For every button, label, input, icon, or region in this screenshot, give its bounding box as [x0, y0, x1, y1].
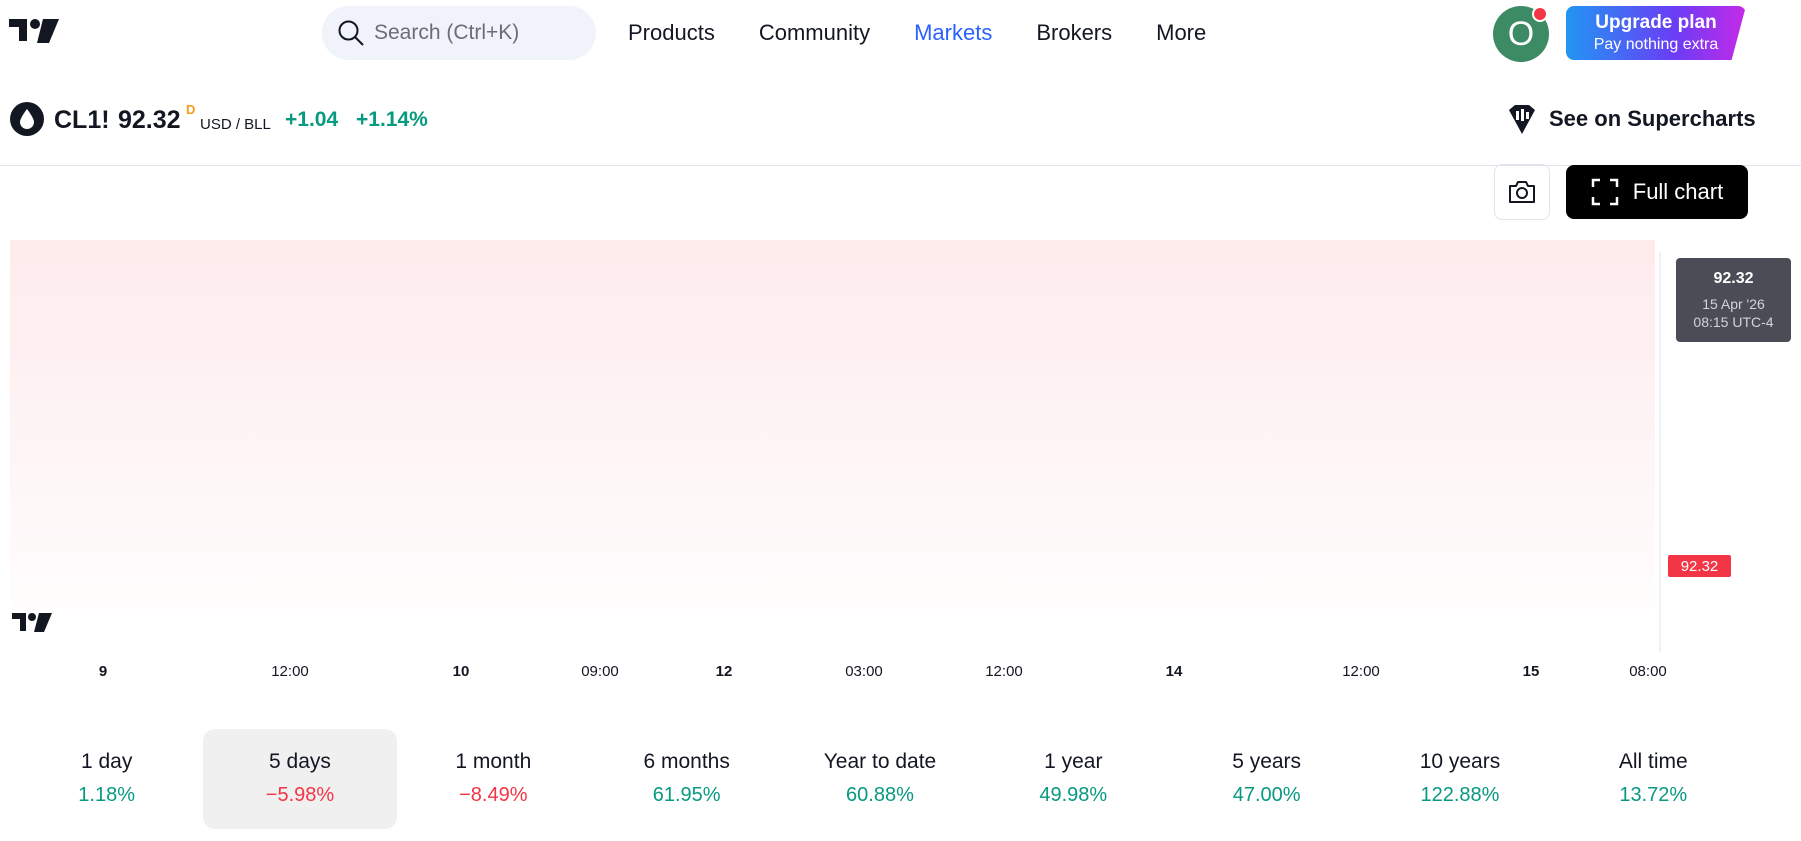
header-divider	[0, 165, 1801, 166]
period-tab[interactable]: 1 month −8.49%	[397, 729, 590, 829]
nav-more[interactable]: More	[1156, 20, 1207, 45]
period-label: 6 months	[643, 750, 730, 773]
camera-icon	[1509, 181, 1535, 203]
nav-community[interactable]: Community	[758, 20, 871, 45]
symbol-currency: USD / BLL	[200, 116, 271, 133]
crosshair-tooltip: 92.32 15 Apr '26 08:15 UTC-4	[1676, 258, 1791, 342]
period-change: 61.95%	[652, 784, 721, 806]
period-label: All time	[1618, 750, 1688, 773]
main-nav: Products Community Markets Brokers More	[628, 0, 1206, 66]
period-label: 10 years	[1419, 750, 1501, 773]
time-tick-label: 12:00	[1342, 663, 1380, 680]
period-label: 1 month	[455, 750, 532, 773]
period-label: 1 year	[1044, 750, 1103, 773]
time-tick-label: 03:00	[845, 663, 883, 680]
time-axis: 9 12:00 10 09:00 12 03:00 12:00 14 12:00 15 08:00	[99, 663, 1667, 680]
nav-markets[interactable]: Markets	[914, 20, 993, 45]
period-change: 122.88%	[1420, 784, 1500, 806]
full-chart-label: Full chart	[1632, 179, 1724, 204]
nav-brokers[interactable]: Brokers	[1036, 20, 1113, 45]
see-on-supercharts-link[interactable]: See on Supercharts	[1505, 102, 1756, 136]
period-label: Year to date	[823, 750, 937, 773]
time-tick-label: 08:00	[1629, 663, 1667, 680]
chart-watermark-logo	[12, 613, 52, 632]
upgrade-subtitle: Pay nothing extra	[1593, 36, 1719, 53]
symbol-change: +1.04	[285, 108, 339, 131]
period-tab[interactable]: 5 days −5.98%	[203, 729, 397, 829]
time-tick-label: 09:00	[581, 663, 619, 680]
period-change: −5.98%	[265, 784, 335, 806]
symbol-header: CL1! 92.32 D USD / BLL +1.04 +1.14% See …	[0, 88, 1801, 154]
period-selector: 1 day 1.18% 5 days −5.98% 1 month −8.49% 6 mon…	[10, 729, 1750, 829]
time-tick-label: 12:00	[985, 663, 1023, 680]
period-change: −8.49%	[459, 784, 528, 806]
tooltip-price: 92.32	[1713, 270, 1754, 287]
period-change: 1.18%	[78, 784, 136, 806]
tooltip-time: 08:15 UTC-4	[1693, 314, 1774, 330]
tooltip-date: 15 Apr '26	[1702, 296, 1765, 312]
oil-drop-icon	[10, 102, 44, 136]
time-tick-label: 14	[1166, 663, 1183, 680]
period-tab[interactable]: Year to date 60.88%	[783, 729, 976, 829]
fullscreen-icon	[1591, 178, 1618, 206]
supercharts-label: See on Supercharts	[1549, 106, 1756, 131]
time-tick-label: 9	[99, 663, 107, 680]
upgrade-plan-button[interactable]: Upgrade plan Pay nothing extra	[1566, 6, 1746, 60]
period-tab[interactable]: 1 year 49.98%	[977, 729, 1170, 829]
symbol-price: 92.32	[118, 106, 181, 134]
upgrade-title: Upgrade plan	[1595, 12, 1717, 33]
period-tab[interactable]: 10 years 122.88%	[1363, 729, 1556, 829]
period-change: 60.88%	[846, 784, 914, 806]
symbol-change-percent: +1.14%	[356, 108, 428, 131]
period-change: 47.00%	[1232, 784, 1301, 806]
price-area	[10, 240, 1655, 652]
top-nav: Search (Ctrl+K) Products Community Marke…	[0, 0, 1801, 66]
time-tick-label: 10	[453, 663, 470, 680]
last-price-label: 92.32	[1668, 555, 1731, 577]
full-chart-button[interactable]: Full chart	[1566, 165, 1748, 219]
period-tab[interactable]: 6 months 61.95%	[590, 729, 783, 829]
time-tick-label: 15	[1523, 663, 1540, 680]
nav-products[interactable]: Products	[628, 20, 715, 45]
search-placeholder: Search (Ctrl+K)	[374, 21, 520, 44]
notification-dot	[1532, 6, 1548, 22]
period-tab[interactable]: 1 day 1.18%	[10, 729, 203, 829]
period-change: 49.98%	[1039, 784, 1108, 806]
time-tick-label: 12:00	[271, 663, 309, 680]
delayed-indicator: D	[186, 102, 196, 117]
period-label: 5 years	[1232, 750, 1302, 773]
snapshot-button[interactable]	[1494, 164, 1550, 220]
period-label: 5 days	[269, 750, 331, 773]
period-tab[interactable]: All time 13.72%	[1557, 729, 1750, 829]
time-tick-label: 12	[716, 663, 733, 680]
symbol-ticker: CL1!	[54, 106, 110, 134]
search-box[interactable]: Search (Ctrl+K)	[322, 6, 596, 60]
tradingview-logo[interactable]	[9, 17, 61, 45]
supercharts-icon	[1509, 105, 1535, 134]
search-icon	[338, 20, 364, 46]
period-tab[interactable]: 5 years 47.00%	[1170, 729, 1363, 829]
period-change: 13.72%	[1619, 784, 1688, 806]
period-label: 1 day	[80, 750, 133, 773]
